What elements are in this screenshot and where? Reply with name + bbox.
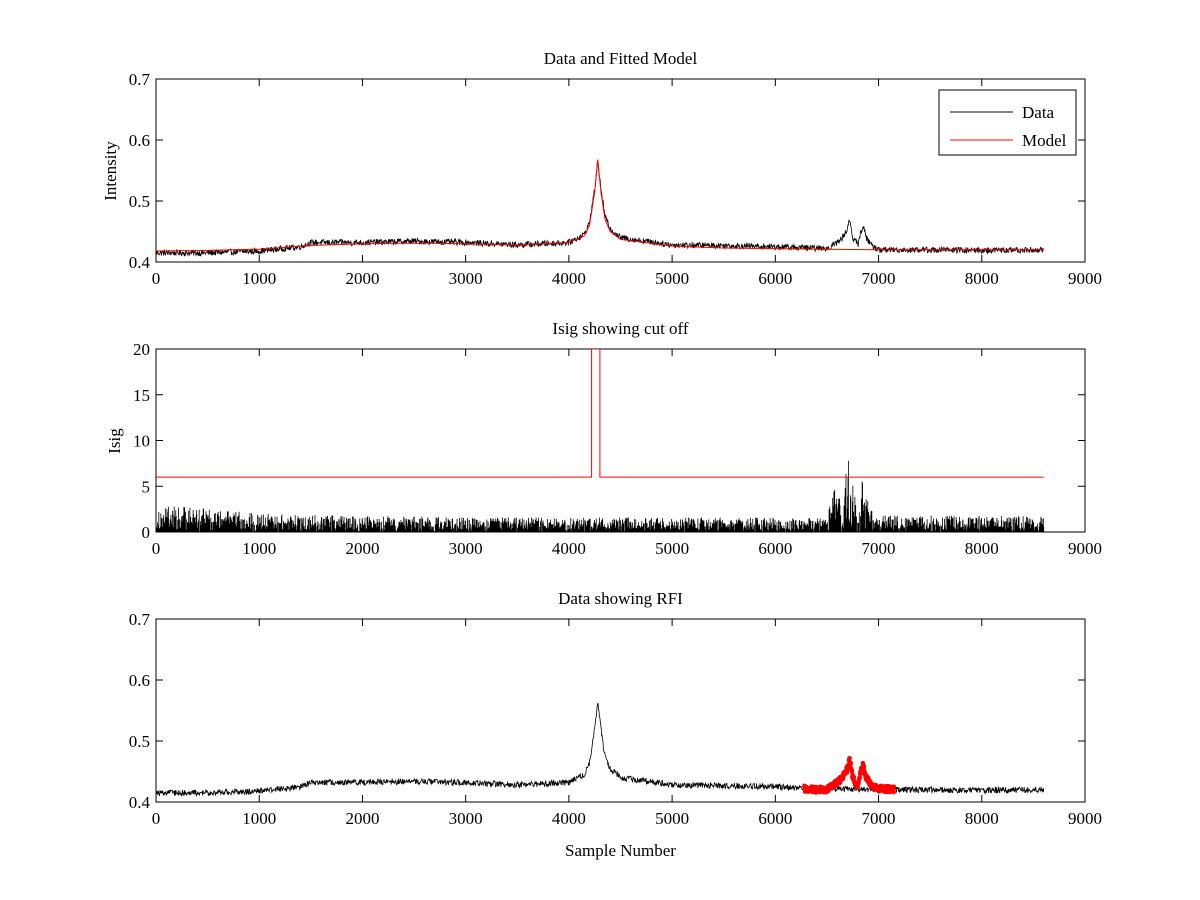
rfi-point xyxy=(849,768,855,773)
x-tick-label: 0 xyxy=(152,539,161,558)
y-tick-label: 0.5 xyxy=(129,192,150,211)
x-tick-label: 8000 xyxy=(965,539,999,558)
panel-data-showing-rfi: Data showing RFI Sample Number 0 1000 2000… xyxy=(129,589,1102,860)
legend-label-model: Model xyxy=(1022,131,1067,150)
panel-3-title: Data showing RFI xyxy=(558,589,683,608)
x-tick-label: 5000 xyxy=(655,269,689,288)
x-tick-label: 4000 xyxy=(552,809,586,828)
x-tick-label: 0 xyxy=(152,269,161,288)
x-tick-label: 7000 xyxy=(862,269,896,288)
y-tick-label: 0.7 xyxy=(129,70,151,89)
panel-3-plot-area: 0 1000 2000 3000 4000 5000 6000 7000 8000 9000 0.4… xyxy=(129,610,1102,828)
model-series xyxy=(156,159,1044,252)
x-tick-label: 1000 xyxy=(242,269,276,288)
panel-3-x-axis-label: Sample Number xyxy=(565,841,676,860)
rfi-point xyxy=(861,764,867,769)
y-tick-label: 0.4 xyxy=(129,793,151,812)
panel-1-plot-area: 0 1000 2000 3000 4000 5000 6000 7000 8000 9000 0.4… xyxy=(129,70,1102,288)
y-tick-label: 0.4 xyxy=(129,253,151,272)
x-tick-label: 8000 xyxy=(965,269,999,288)
y-tick-label: 0.7 xyxy=(129,610,151,629)
x-tick-label: 2000 xyxy=(345,809,379,828)
axes-box xyxy=(155,618,1086,803)
legend: Data Model xyxy=(938,89,1077,156)
y-tick-label: 0.5 xyxy=(129,732,150,751)
x-tick-label: 3000 xyxy=(449,269,483,288)
rfi-point xyxy=(891,784,897,789)
x-tick-label: 9000 xyxy=(1068,269,1102,288)
x-tick-label: 2000 xyxy=(345,539,379,558)
y-tick-label: 0.6 xyxy=(129,131,150,150)
rfi-point xyxy=(848,761,854,766)
x-tick-label: 6000 xyxy=(758,539,792,558)
x-tick-label: 6000 xyxy=(758,269,792,288)
x-tick-label: 9000 xyxy=(1068,809,1102,828)
x-tick-label: 7000 xyxy=(862,539,896,558)
axes-box xyxy=(155,78,1086,263)
x-tick-label: 3000 xyxy=(449,539,483,558)
y-tick-label: 5 xyxy=(142,477,151,496)
rfi-point xyxy=(857,775,862,780)
x-tick-label: 1000 xyxy=(242,809,276,828)
rfi-markers xyxy=(802,756,897,795)
x-tick-label: 4000 xyxy=(552,269,586,288)
legend-box xyxy=(938,89,1077,156)
x-tick-label: 5000 xyxy=(655,809,689,828)
rfi-point xyxy=(891,789,896,795)
rfi-point xyxy=(855,785,861,790)
panel-1-title: Data and Fitted Model xyxy=(544,49,698,68)
panel-2-title: Isig showing cut off xyxy=(552,319,688,338)
y-tick-label: 15 xyxy=(133,386,150,405)
series-layer xyxy=(156,349,1045,532)
x-tick-label: 3000 xyxy=(449,809,483,828)
y-tick-label: 10 xyxy=(133,432,150,451)
isig-series xyxy=(156,460,1045,532)
x-tick-label: 6000 xyxy=(758,809,792,828)
x-tick-label: 5000 xyxy=(655,539,689,558)
panel-data-and-fitted-model: Data and Fitted Model Intensity 0 1000 200… xyxy=(101,49,1102,288)
panel-isig-showing-cut-off: Isig showing cut off Isig 0 1000 2000 3000 4… xyxy=(105,319,1102,558)
rfi-point xyxy=(851,774,857,780)
x-tick-label: 0 xyxy=(152,809,161,828)
series-layer xyxy=(156,159,1045,257)
x-tick-label: 1000 xyxy=(242,539,276,558)
legend-label-data: Data xyxy=(1022,103,1055,122)
x-tick-label: 2000 xyxy=(345,269,379,288)
panel-2-plot-area: 0 1000 2000 3000 4000 5000 6000 7000 8000 9000 0 5 1… xyxy=(133,340,1102,558)
red-series xyxy=(156,349,1044,478)
y-tick-label: 0.6 xyxy=(129,671,150,690)
x-tick-label: 4000 xyxy=(552,539,586,558)
y-tick-label: 0 xyxy=(142,523,151,542)
panel-2-y-axis-label: Isig xyxy=(105,428,124,454)
series-layer xyxy=(156,702,1045,798)
x-tick-label: 7000 xyxy=(862,809,896,828)
panel-1-y-axis-label: Intensity xyxy=(101,141,120,201)
rfi-point xyxy=(847,756,852,761)
x-tick-label: 9000 xyxy=(1068,539,1102,558)
y-tick-label: 20 xyxy=(133,340,150,359)
x-tick-label: 8000 xyxy=(965,809,999,828)
axes-box xyxy=(155,348,1086,533)
